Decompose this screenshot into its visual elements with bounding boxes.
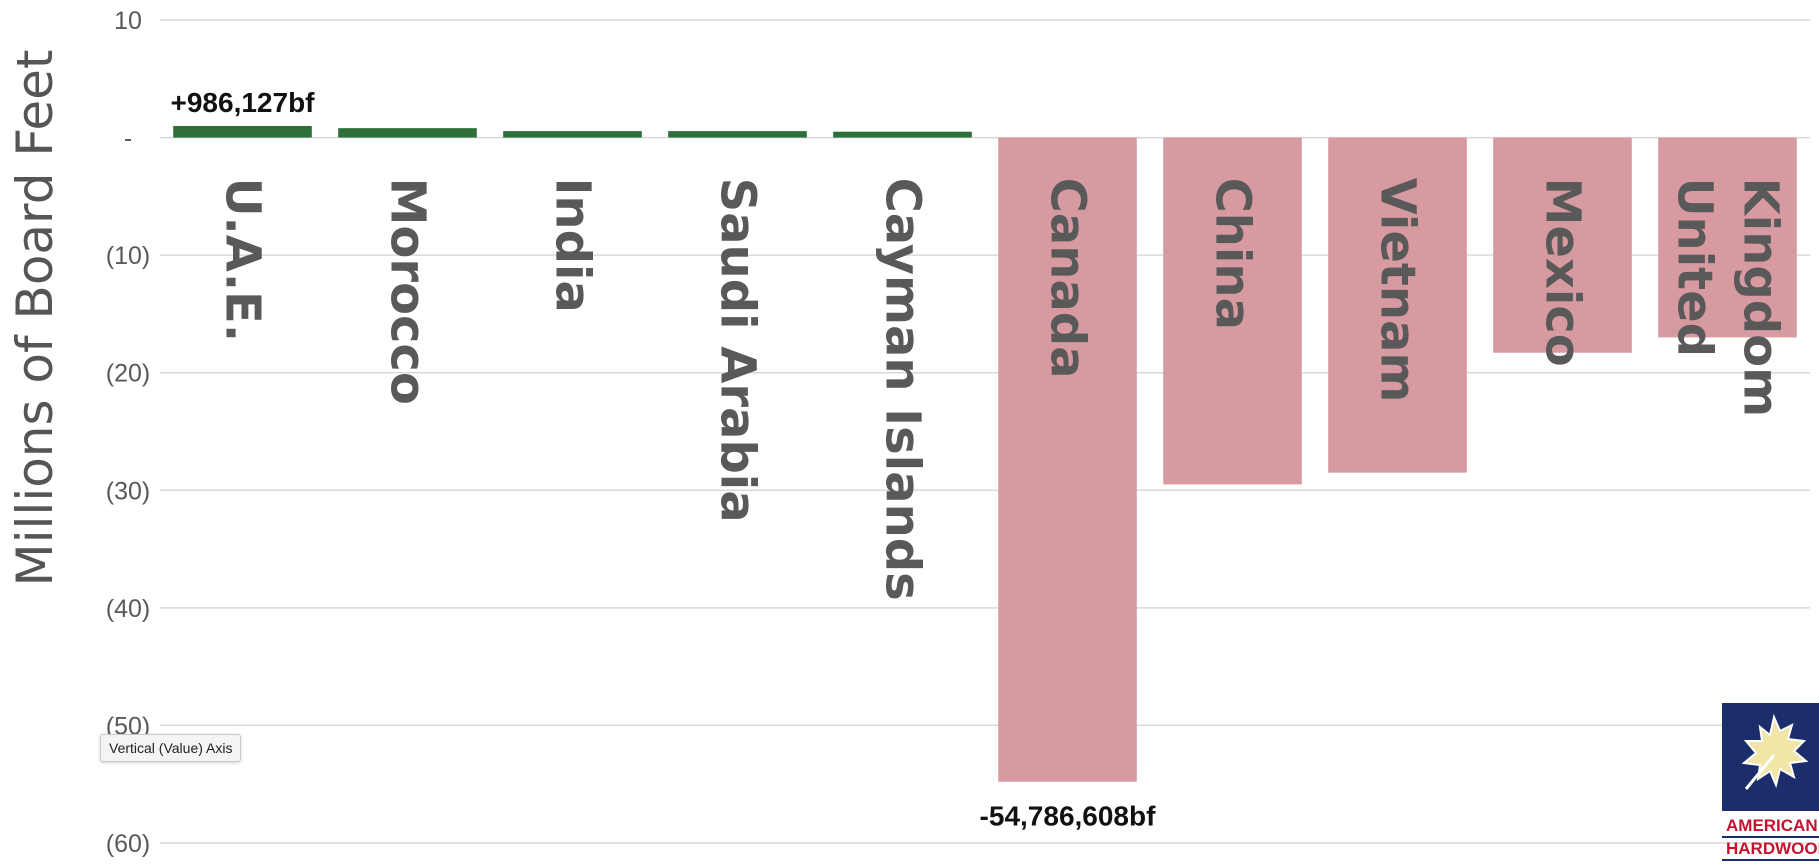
bar-united-kingdom[interactable]: [1658, 137, 1797, 338]
logo-text-american: AMERICAN: [1726, 816, 1818, 835]
category-label-text: Morocco: [380, 178, 436, 405]
category-label-text: Cayman Islands: [875, 178, 931, 601]
bars: [173, 125, 1797, 782]
category-label-4: Cayman Islands: [875, 178, 931, 601]
category-label-text: Vietnam: [1370, 178, 1426, 403]
y-axis[interactable]: 10-(10)(20)(30)(40)(50)(60): [106, 7, 150, 858]
y-tick-label-2: (10): [106, 242, 150, 270]
data-label-1: -54,786,608bf: [980, 801, 1157, 832]
y-tick-label-7: (60): [106, 830, 150, 858]
y-tick-label-4: (30): [106, 477, 150, 505]
category-label-9: United Kingdom: [1667, 178, 1789, 418]
y-tick-label-1: -: [124, 125, 132, 153]
bar-india[interactable]: [503, 131, 642, 138]
category-label-text: Mexico: [1535, 178, 1591, 367]
category-label-text: United: [1667, 178, 1723, 357]
category-label-3: Saudi Arabia: [710, 178, 766, 523]
bar-canada[interactable]: [998, 137, 1137, 782]
leaf-icon: [1741, 713, 1809, 790]
y-tick-label-3: (20): [106, 360, 150, 388]
data-label-0: +986,127bf: [171, 87, 316, 118]
bar-morocco[interactable]: [338, 128, 477, 138]
category-label-8: Mexico: [1535, 178, 1591, 367]
y-tick-label-5: (40): [106, 595, 150, 623]
category-label-0: U.A.E.: [215, 178, 271, 343]
category-label-1: Morocco: [380, 178, 436, 405]
category-label-text: China: [1205, 178, 1261, 330]
axis-tooltip: Vertical (Value) Axis: [100, 734, 242, 762]
bar-mexico[interactable]: [1493, 137, 1632, 353]
american-hardwood-logo: AMERICAN HARDWOOD: [1722, 703, 1819, 865]
category-label-text: Kingdom: [1733, 178, 1789, 418]
category-label-text: Canada: [1040, 178, 1096, 379]
bar-cayman-islands[interactable]: [833, 131, 972, 138]
data-labels: +986,127bf -54,786,608bf: [171, 87, 1157, 832]
category-label-2: India: [545, 178, 601, 313]
y-axis-label: Millions of Board Feet: [6, 49, 64, 586]
logo-text-hardwood: HARDWOOD: [1726, 839, 1819, 858]
bar-vietnam[interactable]: [1328, 137, 1467, 473]
bar-u-a-e[interactable]: [173, 125, 312, 138]
bar-china[interactable]: [1163, 137, 1302, 485]
category-label-text: India: [545, 178, 601, 313]
y-tick-label-0: 10: [114, 7, 142, 35]
category-label-text: Saudi Arabia: [710, 178, 766, 523]
category-label-text: U.A.E.: [215, 178, 271, 343]
category-label-7: Vietnam: [1370, 178, 1426, 403]
category-labels: U.A.E. Morocco India Saudi Arabia Cayman Isl…: [215, 178, 1789, 601]
category-label-6: China: [1205, 178, 1261, 330]
category-label-5: Canada: [1040, 178, 1096, 379]
bar-saudi-arabia[interactable]: [668, 131, 807, 138]
